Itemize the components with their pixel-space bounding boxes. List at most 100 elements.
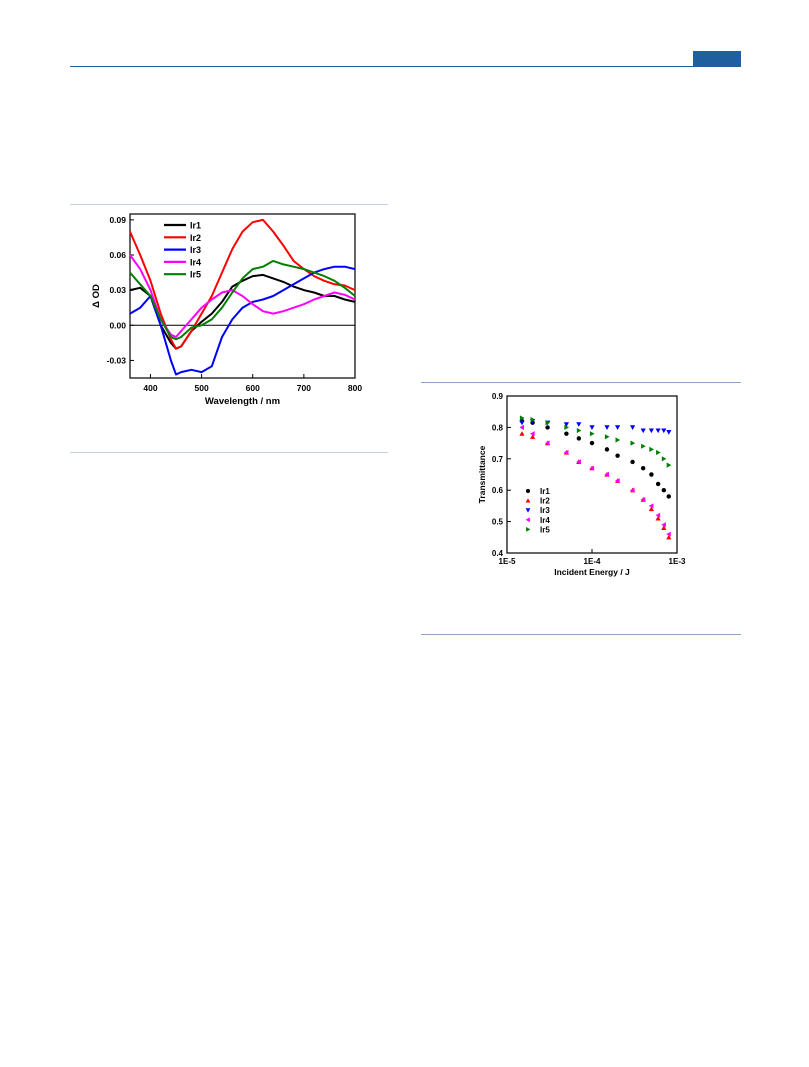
- x-tick-label: 500: [194, 383, 208, 393]
- data-point-ir1: [661, 487, 667, 493]
- header-rule: [70, 66, 741, 67]
- y-axis-label: Transmittance: [477, 445, 487, 503]
- legend-label: Ir1: [540, 487, 550, 496]
- legend-label: Ir3: [190, 245, 201, 255]
- data-point-ir3: [648, 428, 654, 434]
- data-point-ir1: [604, 447, 610, 452]
- data-point-ir4: [666, 531, 671, 537]
- legend-marker: [526, 527, 531, 532]
- data-point-ir5: [530, 416, 536, 423]
- data-point-ir1: [630, 459, 635, 465]
- data-point-ir2: [655, 515, 661, 521]
- y-tick-label: 0.09: [109, 215, 126, 225]
- data-point-ir5: [641, 443, 646, 449]
- x-tick-label: 1E-3: [669, 557, 686, 566]
- data-point-ir5: [604, 434, 610, 440]
- data-point-ir1: [615, 453, 620, 458]
- y-tick-label: 0.06: [109, 250, 126, 260]
- data-point-ir3: [615, 425, 621, 430]
- data-point-ir1: [589, 440, 595, 446]
- data-point-ir4: [519, 424, 524, 430]
- data-point-ir1: [545, 425, 550, 430]
- data-point-ir1: [640, 466, 646, 471]
- data-point-ir1: [576, 436, 582, 441]
- data-point-ir4: [648, 503, 654, 509]
- figure-bottom-rule: [421, 634, 741, 635]
- legend-marker: [525, 517, 530, 523]
- data-point-ir4: [630, 487, 635, 493]
- legend-marker: [525, 508, 531, 513]
- figure-bottom-rule: [70, 452, 388, 453]
- data-point-ir5: [666, 462, 672, 468]
- data-point-ir3: [604, 425, 610, 430]
- data-point-ir5: [630, 440, 636, 446]
- x-tick-label: 600: [246, 383, 260, 393]
- data-point-ir2: [519, 431, 525, 436]
- data-point-ir3: [655, 428, 661, 434]
- data-point-ir3: [661, 428, 667, 434]
- y-tick-label: 0.9: [492, 392, 504, 401]
- data-point-ir4: [545, 440, 550, 446]
- y-tick-label: 0.6: [492, 486, 504, 495]
- data-point-ir5: [564, 424, 569, 430]
- legend-label: Ir2: [540, 497, 550, 506]
- x-axis-label: Incident Energy / J: [554, 567, 630, 577]
- legend-label: Ir5: [190, 270, 201, 280]
- data-point-ir1: [649, 472, 654, 477]
- data-point-ir4: [615, 478, 620, 484]
- data-point-ir4: [530, 431, 535, 437]
- data-point-ir4: [563, 449, 569, 456]
- data-point-ir5: [519, 415, 525, 421]
- data-point-ir5: [656, 449, 661, 456]
- legend-label: Ir4: [190, 257, 201, 267]
- series-line-ir1: [129, 273, 356, 350]
- legend-marker: [525, 498, 531, 503]
- data-point-ir3: [640, 428, 646, 434]
- data-point-ir3: [589, 425, 595, 430]
- data-point-ir3: [630, 425, 636, 430]
- data-point-ir2: [530, 434, 536, 439]
- legend-label: Ir5: [540, 525, 550, 534]
- data-point-ir1: [655, 481, 661, 487]
- x-tick-label: 800: [348, 383, 362, 393]
- legend-label: Ir2: [190, 233, 201, 243]
- data-point-ir4: [655, 512, 661, 518]
- data-point-ir4: [661, 522, 666, 528]
- data-point-ir5: [576, 427, 582, 434]
- y-tick-label: 0.03: [109, 285, 126, 295]
- data-point-ir2: [661, 525, 667, 530]
- data-point-ir5: [615, 437, 621, 443]
- data-point-ir4: [604, 471, 609, 478]
- x-tick-label: 1E-4: [584, 557, 601, 566]
- header-badge: [693, 51, 741, 66]
- x-axis-label: Wavelength / nm: [205, 396, 280, 407]
- data-point-ir3: [563, 422, 569, 427]
- data-point-ir2: [648, 506, 654, 512]
- data-point-ir4: [576, 459, 581, 465]
- data-point-ir1: [564, 431, 569, 436]
- y-tick-label: 0.8: [492, 423, 504, 432]
- data-point-ir5: [649, 446, 654, 452]
- legend-label: Ir3: [540, 506, 550, 515]
- series-line-ir5: [129, 259, 356, 341]
- data-point-ir3: [576, 422, 582, 427]
- data-point-ir3: [666, 430, 672, 435]
- y-tick-label: 0.4: [492, 549, 504, 558]
- data-point-ir5: [545, 420, 551, 426]
- y-tick-label: 0.7: [492, 455, 504, 464]
- x-tick-label: 700: [297, 383, 311, 393]
- legend-marker: [525, 488, 531, 494]
- legend-label: Ir1: [190, 221, 201, 231]
- y-axis-label: Δ OD: [91, 284, 102, 308]
- y-tick-label: 0.5: [492, 518, 504, 527]
- figure-top-rule: [421, 382, 741, 383]
- x-tick-label: 1E-5: [499, 557, 516, 566]
- x-tick-label: 400: [143, 383, 157, 393]
- data-point-ir1: [666, 494, 671, 499]
- data-point-ir5: [589, 431, 595, 437]
- data-point-ir4: [640, 497, 646, 503]
- figure-top-rule: [70, 204, 388, 205]
- y-tick-label: 0.00: [109, 320, 126, 330]
